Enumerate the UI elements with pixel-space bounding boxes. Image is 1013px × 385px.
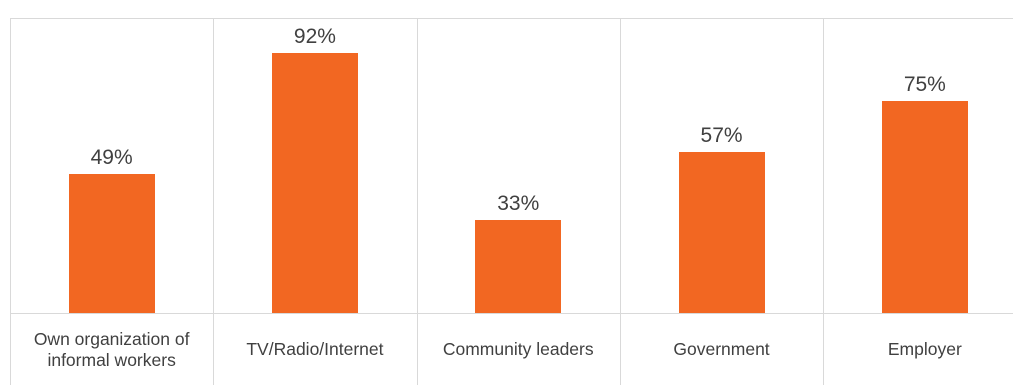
category-cell: TV/Radio/Internet	[213, 314, 416, 385]
baseline	[10, 313, 1013, 314]
bar	[678, 151, 765, 313]
column-divider	[823, 18, 825, 385]
bar	[68, 174, 155, 313]
column-divider	[10, 18, 11, 385]
column-divider	[619, 18, 621, 385]
category-cell: Own organization of informal workers	[10, 314, 213, 385]
value-label: 75%	[903, 72, 946, 96]
column-divider	[416, 18, 418, 385]
value-label: 57%	[700, 123, 743, 147]
x-tick-label: TV/Radio/Internet	[246, 339, 384, 359]
value-label: 33%	[497, 191, 540, 215]
x-tick-label: Community leaders	[442, 339, 594, 359]
value-label: 49%	[90, 146, 133, 170]
value-label: 92%	[293, 24, 336, 48]
bar	[881, 100, 968, 313]
category-cell: Government	[620, 314, 823, 385]
bar	[475, 219, 562, 313]
x-tick-label: Government	[673, 339, 770, 359]
x-tick-label: Own organization of informal workers	[33, 328, 190, 370]
column-divider	[213, 18, 215, 385]
category-cell: Community leaders	[417, 314, 620, 385]
frame-top	[10, 18, 1013, 19]
bar	[271, 52, 358, 313]
category-cell: Employer	[823, 314, 1013, 385]
x-tick-label: Employer	[887, 339, 962, 359]
